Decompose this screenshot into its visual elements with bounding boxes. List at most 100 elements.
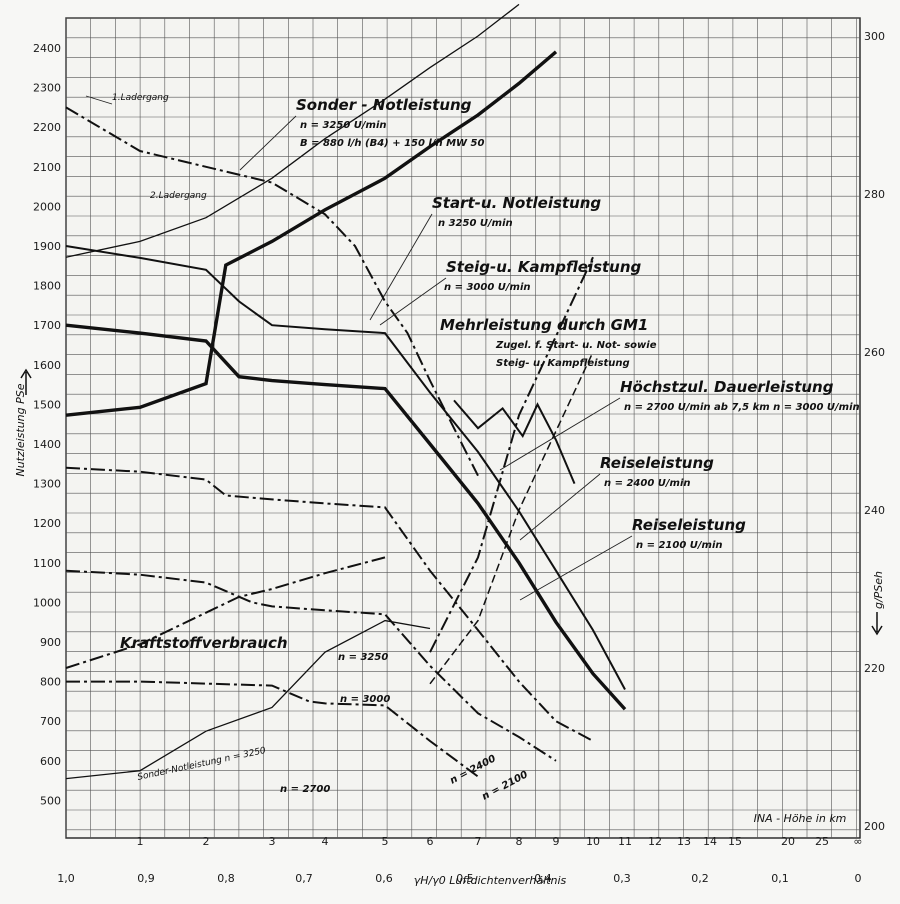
- annotation-reise1_n: n = 2400 U/min: [604, 478, 691, 489]
- y-left-tick-label: 500: [40, 794, 61, 807]
- annotation-steig: Steig-u. Kampfleistung: [446, 258, 642, 276]
- x-density-tick-label: 0,2: [691, 872, 709, 885]
- x-height-tick-label: 14: [703, 835, 717, 848]
- x-height-tick-label: 7: [475, 835, 482, 848]
- series-line: [65, 3, 520, 258]
- series-line: [66, 680, 479, 778]
- series-line: [65, 245, 626, 690]
- plot-area: [65, 17, 861, 839]
- y-left-tick-label: 1700: [33, 319, 61, 332]
- annotation-gm1_a: Zugel. f. Start- u. Not- sowie: [495, 340, 657, 351]
- series-line: [65, 323, 627, 711]
- annotation-dauer: Höchstzul. Dauerleistung: [620, 378, 834, 396]
- x-height-tick-label: 4: [322, 835, 329, 848]
- y-left-tick-label: 1900: [33, 240, 61, 253]
- y-left-tick-label: 1000: [33, 596, 61, 609]
- annotation-k3250: n = 3250: [338, 652, 388, 663]
- series-line: [429, 351, 594, 685]
- x-density-tick-label: 0: [855, 872, 862, 885]
- y-left-tick-label: 1200: [33, 517, 61, 530]
- annotation-leader: [519, 535, 633, 601]
- y-left-tick-label: 2100: [33, 161, 61, 174]
- series-line: [65, 569, 557, 762]
- y-right-tick-label: 240: [864, 504, 885, 517]
- x-height-tick-label: 20: [781, 835, 795, 848]
- annotation-k3000: n = 3000: [340, 694, 390, 705]
- y-right-tick-label: 220: [864, 662, 885, 675]
- annotation-reise2: Reiseleistung: [632, 516, 746, 534]
- annotation-lader2: 2.Ladergang: [150, 191, 207, 201]
- annotation-steig_n: n = 3000 U/min: [444, 282, 531, 293]
- annotation-sonder_n: n = 3250 U/min: [300, 120, 387, 131]
- annotation-leader: [85, 95, 113, 105]
- y-right-tick-label: 260: [864, 346, 885, 359]
- y-left-tick-label: 2000: [33, 200, 61, 213]
- annotation-k2700: n = 2700: [280, 784, 330, 795]
- y-left-tick-label: 600: [40, 755, 61, 768]
- y-right-tick-label: 280: [864, 188, 885, 201]
- annotation-kraft: Kraftstoffverbrauch: [120, 634, 288, 652]
- annotation-leader: [499, 397, 621, 471]
- y-left-tick-label: 2400: [33, 42, 61, 55]
- y-right-tick-label: 200: [864, 820, 885, 833]
- series-line: [429, 256, 594, 653]
- annotation-dauer_n: n = 2700 U/min ab 7,5 km n = 3000 U/min: [624, 402, 860, 413]
- annotation-lader1: 1.Ladergang: [112, 93, 169, 103]
- annotation-sonder_b: B = 880 l/h (B4) + 150 l/h MW 50: [300, 138, 485, 149]
- x-height-tick-label: 12: [648, 835, 662, 848]
- y-left-tick-label: 1600: [33, 359, 61, 372]
- x-density-tick-label: 0,5: [456, 872, 474, 885]
- left-axis-arrow: [20, 368, 32, 395]
- x-density-tick-label: 0,8: [217, 872, 235, 885]
- x-density-tick-label: 0,3: [613, 872, 631, 885]
- y-left-tick-label: 2300: [33, 82, 61, 95]
- x-height-tick-label: 15: [728, 835, 742, 848]
- x-height-tick-label: 9: [553, 835, 560, 848]
- series-line: [65, 619, 431, 780]
- x-height-tick-label: 11: [618, 835, 632, 848]
- series-line: [65, 556, 386, 669]
- y-left-tick-label: 1800: [33, 280, 61, 293]
- grid-vertical: [65, 18, 857, 838]
- series-line: [65, 50, 558, 417]
- y-right-tick-label: 300: [864, 30, 885, 43]
- annotation-reise1: Reiseleistung: [600, 454, 714, 472]
- annotation-leader: [239, 115, 297, 171]
- x-height-tick-label: 5: [382, 835, 389, 848]
- annotation-gm1: Mehrleistung durch GM1: [440, 316, 648, 334]
- x-height-tick-label: 25: [815, 835, 829, 848]
- right-axis-arrow: [871, 612, 883, 636]
- y-left-tick-label: 900: [40, 636, 61, 649]
- y-left-tick-label: 1400: [33, 438, 61, 451]
- x-height-tick-label: 13: [677, 835, 691, 848]
- x-axis-label: γH/γ0 Luftdichtenverhältnis: [414, 874, 567, 887]
- x-height-tick-label: 3: [269, 835, 276, 848]
- x-density-tick-label: 0,1: [771, 872, 789, 885]
- grid-horizontal: [66, 17, 860, 831]
- x-height-tick-label: 6: [427, 835, 434, 848]
- y-axis-label: Nutzleistung PSe: [14, 383, 27, 476]
- annotation-gm1_b: Steig- u. Kampfleistung: [496, 358, 630, 369]
- annotation-leader: [379, 277, 447, 326]
- y-left-tick-label: 1100: [33, 557, 61, 570]
- series-line: [65, 106, 479, 477]
- x-density-tick-label: 0,4: [534, 872, 552, 885]
- y-left-tick-label: 1500: [33, 398, 61, 411]
- y-left-tick-label: 800: [40, 676, 61, 689]
- x-density-tick-label: 0,6: [375, 872, 393, 885]
- annotation-reise2_n: n = 2100 U/min: [636, 540, 723, 551]
- x-density-tick-label: 0,7: [295, 872, 313, 885]
- x-height-tick-label: ∞: [853, 835, 862, 848]
- annotation-sonder: Sonder - Notleistung: [296, 96, 472, 114]
- y-left-tick-label: 700: [40, 715, 61, 728]
- x-density-tick-label: 0,9: [137, 872, 155, 885]
- x-height-tick-label: 2: [203, 835, 210, 848]
- annotation-leader: [519, 473, 601, 541]
- x-density-tick-label: 1,0: [57, 872, 75, 885]
- x-height-tick-label: 1: [137, 835, 144, 848]
- series-line: [453, 399, 576, 484]
- annotation-leader: [369, 213, 433, 321]
- y-left-tick-label: 2200: [33, 121, 61, 134]
